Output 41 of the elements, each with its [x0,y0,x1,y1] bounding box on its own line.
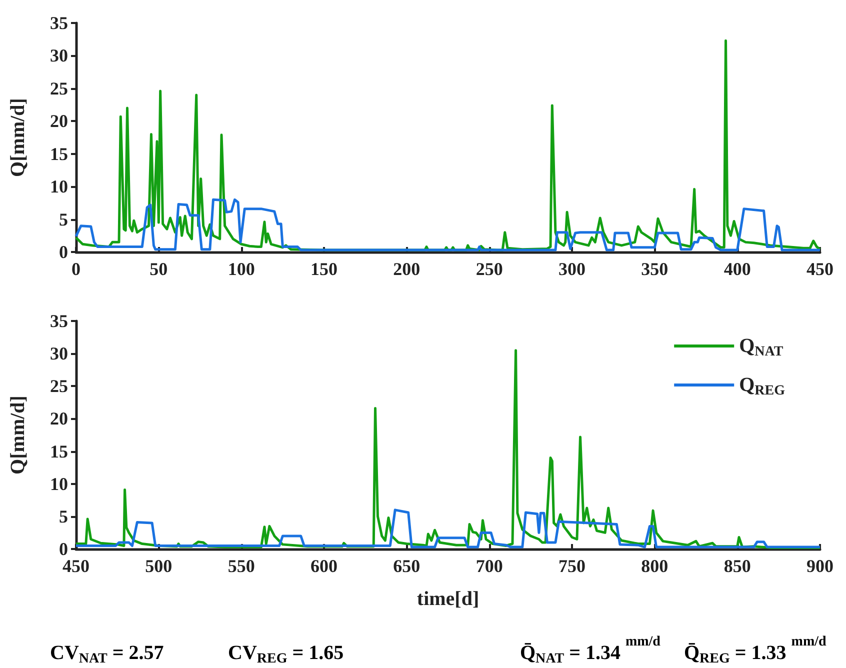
x-tick-label: 700 [476,556,503,576]
x-tick-label: 550 [228,556,255,576]
y-tick-label: 20 [50,111,68,132]
x-tick-label: 450 [62,556,90,576]
y-axis-title: Q[mm/d] [7,98,29,177]
y-tick-label: 0 [59,242,68,262]
line-series [74,198,822,252]
x-axis-title: time[d] [416,588,480,610]
x-tick-label: 500 [145,556,172,576]
y-tick-label: 15 [50,441,68,462]
y-tick-label: 25 [50,78,68,98]
x-tick-label: 850 [724,556,751,576]
y-tick-label: 35 [50,13,68,33]
x-tick-label: 650 [393,556,420,576]
y-tick-label: 10 [50,176,68,197]
x-tick-label: 750 [558,556,586,576]
x-tick-label: 400 [724,259,751,279]
x-tick-label: 200 [393,259,420,279]
x-tick-label: 600 [310,556,338,576]
y-tick-label: 5 [59,506,68,526]
x-tick-label: 150 [310,259,338,279]
x-tick-label: 900 [806,556,834,576]
y-tick-label: 15 [50,144,68,164]
y-tick-label: 10 [50,474,68,494]
x-tick-label: 250 [476,259,503,279]
x-tick-label: 800 [641,556,668,576]
y-tick-label: 35 [50,311,68,331]
line-series [74,508,822,548]
y-tick-label: 25 [50,376,68,396]
x-tick-label: 300 [558,259,586,279]
y-tick-label: 20 [50,408,68,429]
y-tick-label: 30 [50,344,68,364]
y-axis-title: Q[mm/d] [7,396,29,474]
x-tick-label: 450 [806,259,834,279]
x-tick-label: 100 [228,259,255,279]
x-tick-label: 350 [641,259,668,279]
x-tick-label: 50 [150,259,168,279]
y-tick-label: 30 [50,46,68,66]
x-tick-label: 0 [72,259,80,279]
y-tick-label: 5 [59,209,68,230]
y-tick-label: 0 [59,539,68,559]
